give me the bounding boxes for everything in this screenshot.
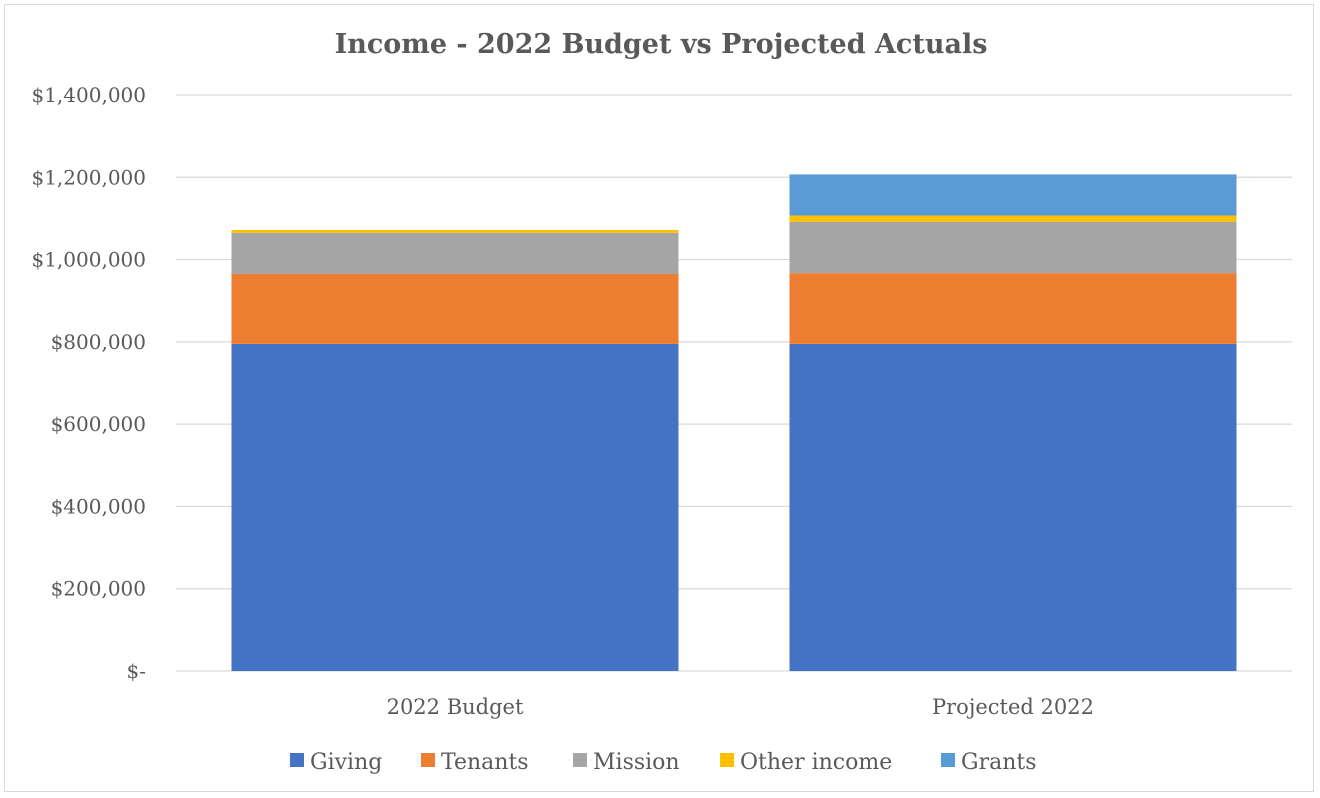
legend: Giving Tenants Mission Other income Grants	[290, 750, 1037, 775]
y-tick-label-3: $600,000	[51, 412, 146, 436]
legend-label-other-income: Other income	[740, 750, 892, 775]
bar-0-tenants	[231, 273, 679, 344]
legend-item-grants: Grants	[941, 750, 1037, 775]
y-tick-label-2: $400,000	[51, 494, 146, 518]
bar-0-mission	[231, 232, 679, 274]
x-category-label-0: 2022 Budget	[387, 695, 524, 719]
y-tick-label-1: $200,000	[51, 577, 146, 601]
legend-label-grants: Grants	[961, 750, 1037, 775]
legend-swatch-giving	[290, 753, 304, 767]
bar-1-giving	[789, 343, 1237, 671]
legend-swatch-other-income	[720, 753, 734, 767]
stacked-bars	[231, 174, 1237, 671]
bar-0-other-income	[231, 229, 679, 233]
legend-swatch-tenants	[421, 753, 435, 767]
legend-label-tenants: Tenants	[441, 750, 529, 775]
x-axis-category-labels: 2022 Budget Projected 2022	[387, 695, 1094, 719]
legend-item-mission: Mission	[573, 750, 680, 775]
y-tick-label-7: $1,400,000	[31, 83, 146, 107]
legend-item-tenants: Tenants	[421, 750, 529, 775]
y-tick-label-0: $-	[127, 659, 146, 683]
legend-item-other-income: Other income	[720, 750, 892, 775]
y-tick-label-6: $1,200,000	[31, 165, 146, 189]
bar-1-other-income	[789, 215, 1237, 222]
bar-0-giving	[231, 343, 679, 671]
legend-label-giving: Giving	[310, 750, 382, 775]
bar-1-grants	[789, 174, 1237, 216]
x-category-label-1: Projected 2022	[932, 695, 1094, 719]
legend-swatch-mission	[573, 753, 587, 767]
legend-swatch-grants	[941, 753, 955, 767]
legend-item-giving: Giving	[290, 750, 382, 775]
legend-label-mission: Mission	[593, 750, 680, 775]
y-axis-tick-labels: $- $200,000 $400,000 $600,000 $800,000 $1,000…	[31, 83, 146, 683]
bar-1-mission	[789, 221, 1237, 274]
chart-title: Income - 2022 Budget vs Projected Actual…	[335, 29, 988, 60]
bar-1-tenants	[789, 273, 1237, 344]
y-tick-label-5: $1,000,000	[31, 248, 146, 272]
y-tick-label-4: $800,000	[51, 330, 146, 354]
